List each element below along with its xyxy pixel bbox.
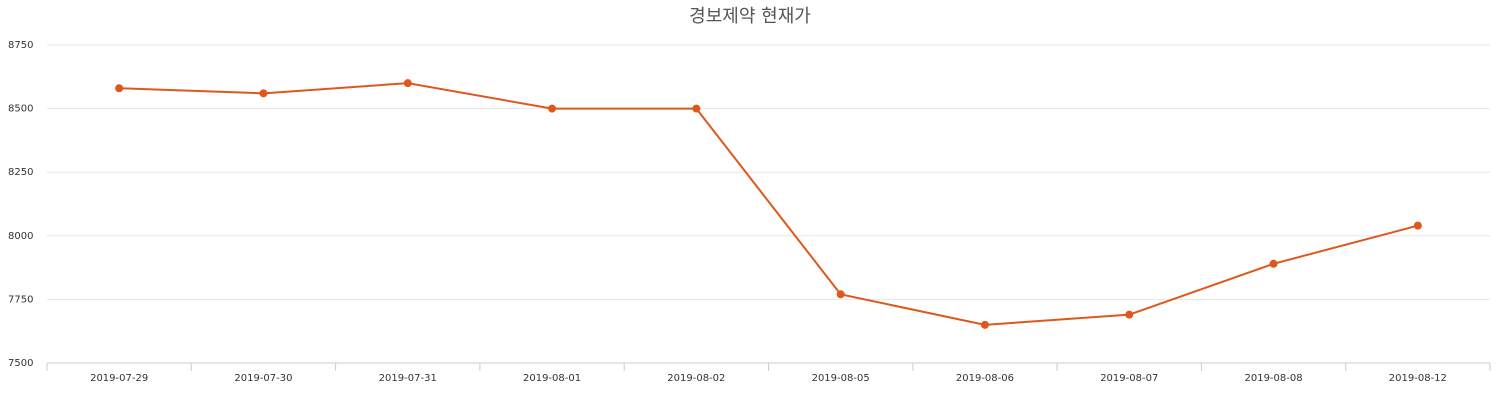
- x-tick-label: 2019-07-30: [234, 373, 292, 384]
- x-tick-label: 2019-08-02: [667, 373, 725, 384]
- chart-title: 경보제약 현재가: [689, 6, 811, 27]
- y-tick-label: 8250: [8, 167, 33, 178]
- line: [119, 82, 1419, 326]
- point: [1413, 221, 1422, 230]
- point: [692, 104, 701, 113]
- y-tick-label: 8500: [8, 104, 33, 115]
- x-tick-label: 2019-08-12: [1389, 373, 1447, 384]
- point: [980, 320, 989, 329]
- point: [403, 79, 412, 88]
- point: [1269, 259, 1278, 268]
- y-tick-label: 7500: [8, 358, 33, 369]
- x-tick-label: 2019-08-06: [956, 373, 1014, 384]
- x-tick-label: 2019-08-05: [812, 373, 870, 384]
- y-tick-label: 8000: [8, 231, 33, 242]
- x-tick-label: 2019-07-29: [90, 373, 148, 384]
- point: [1125, 310, 1134, 319]
- point: [259, 89, 268, 98]
- point: [836, 290, 845, 299]
- point: [548, 104, 557, 113]
- x-tick-label: 2019-08-01: [523, 373, 581, 384]
- point: [115, 84, 124, 93]
- x-tick-label: 2019-08-08: [1244, 373, 1302, 384]
- x-tick-label: 2019-07-31: [379, 373, 437, 384]
- x-tick-label: 2019-08-07: [1100, 373, 1158, 384]
- y-tick-label: 8750: [8, 40, 33, 51]
- y-tick-label: 7750: [8, 294, 33, 305]
